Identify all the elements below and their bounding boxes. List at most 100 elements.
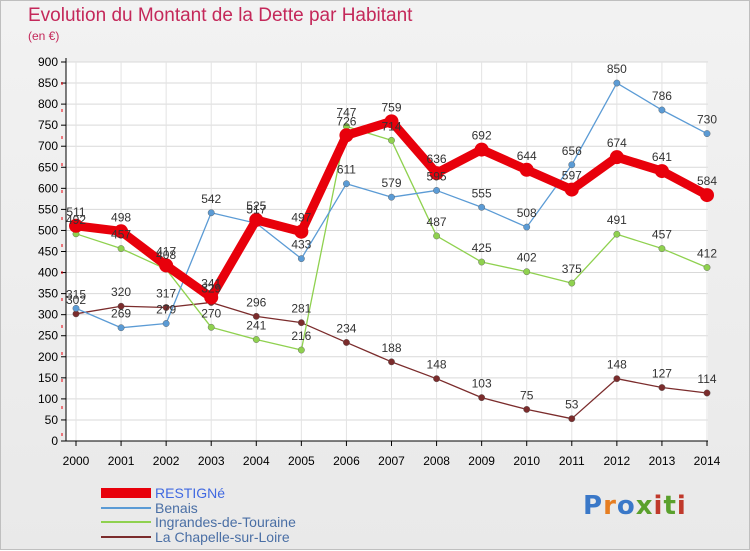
data-label: 641 [652,150,672,164]
data-label: 270 [201,306,221,320]
data-point [703,389,711,397]
y-tick-label: 850 [38,76,58,90]
legend-swatch [101,521,151,523]
data-label: 759 [381,100,401,114]
data-point [249,212,264,227]
data-point [384,114,399,129]
data-point [117,302,125,310]
chart-title: Evolution du Montant de la Dette par Hab… [28,5,413,26]
data-point [433,187,440,194]
x-tick-label: 2007 [378,454,405,468]
data-point [252,312,260,320]
data-label: 317 [156,287,176,301]
data-label: 281 [291,302,311,316]
data-point [429,166,444,181]
data-label: 508 [517,206,537,220]
data-point [207,323,215,331]
data-point [658,106,666,114]
data-point [609,150,624,165]
data-label: 103 [472,377,492,391]
data-point [613,230,621,238]
data-label: 636 [427,152,447,166]
y-tick-label: 600 [38,181,58,195]
data-label: 425 [472,241,492,255]
data-point [654,164,669,179]
x-tick-label: 2014 [694,454,721,468]
data-label: 492 [66,213,86,227]
data-label: 850 [607,62,627,76]
data-label: 148 [607,358,627,372]
data-point [204,290,219,305]
y-tick-label: 150 [38,371,58,385]
x-tick-label: 2006 [333,454,360,468]
data-point [207,209,215,217]
y-tick-label: 700 [38,139,58,153]
y-tick-label: 650 [38,160,58,174]
legend-swatch [101,535,151,538]
data-label: 269 [111,307,131,321]
x-tick-label: 2003 [198,454,225,468]
data-label: 726 [336,114,356,128]
data-point [297,255,305,263]
data-point [478,203,486,211]
x-tick-label: 2004 [243,454,270,468]
x-tick-label: 2011 [559,454,585,468]
data-point [478,258,486,266]
data-label: 241 [246,319,266,333]
y-tick-label: 400 [38,266,58,280]
data-label: 491 [607,213,627,227]
data-label: 747 [336,105,356,119]
data-label: 315 [66,287,86,301]
data-label: 457 [652,228,672,242]
data-label: 433 [291,238,311,252]
data-label: 595 [427,169,447,183]
data-label: 511 [66,205,85,219]
data-label: 375 [562,262,582,276]
data-point [658,384,666,391]
data-label: 279 [156,303,176,317]
data-point [564,182,579,197]
data-label: 234 [336,321,356,335]
data-point [388,358,395,366]
data-label: 542 [201,192,221,206]
y-tick-label: 500 [38,223,58,237]
y-tick-label: 100 [38,392,58,406]
y-tick-label: 900 [38,55,58,69]
data-label: 408 [156,248,176,262]
data-point [252,336,260,343]
data-point [568,415,576,423]
x-tick-label: 2008 [423,454,450,468]
data-point [162,304,170,311]
data-label: 730 [697,113,717,127]
data-label: 517 [246,202,266,216]
data-label: 487 [427,215,447,229]
data-label: 402 [517,251,537,265]
x-tick-label: 2012 [604,454,631,468]
data-point [523,268,531,276]
data-point [388,136,395,144]
data-label: 329 [201,281,221,295]
data-label: 497 [291,211,311,225]
data-point [523,223,531,231]
x-tick-label: 2009 [468,454,495,468]
data-point [519,162,534,177]
data-point [700,188,714,203]
data-label: 320 [111,285,131,299]
data-label: 579 [381,176,401,190]
y-tick-label: 450 [38,245,58,259]
legend-swatch [101,488,151,498]
legend-swatch [101,506,151,509]
y-tick-label: 800 [38,97,58,111]
y-tick-label: 750 [38,118,58,132]
data-point [478,394,486,402]
data-point [114,224,129,239]
data-label: 498 [111,210,131,224]
data-label: 127 [652,367,672,381]
y-tick-label: 350 [38,287,58,301]
data-point [72,304,80,312]
data-label: 457 [111,228,131,242]
data-point [613,79,621,87]
data-label: 114 [697,372,716,386]
